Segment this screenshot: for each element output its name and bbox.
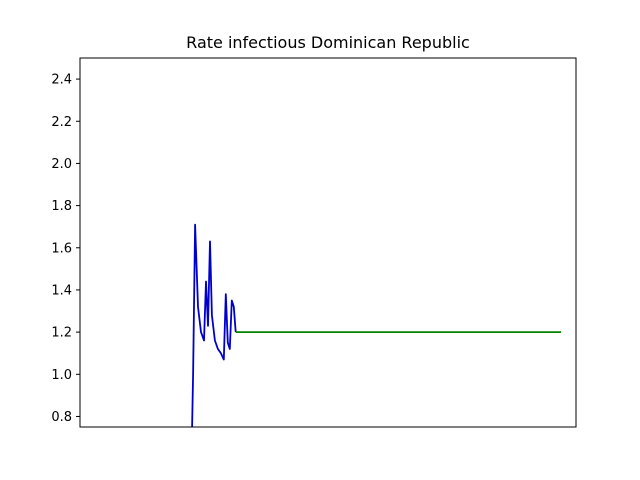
y-tick-label: 2.2 [51, 115, 72, 130]
y-tick-label: 2.4 [51, 73, 72, 88]
y-tick-label: 0.8 [51, 410, 72, 425]
y-tick-label: 1.2 [51, 326, 72, 341]
y-tick-label: 1.6 [51, 241, 72, 256]
y-tick-label: 1.0 [51, 368, 72, 383]
y-tick-label: 1.4 [51, 283, 72, 298]
y-tick-label: 1.8 [51, 199, 72, 214]
chart-title: Rate infectious Dominican Republic [186, 33, 470, 52]
plot-lines [191, 223, 562, 427]
series-line-1 [191, 223, 237, 427]
y-axis: 0.8 1.0 1.2 1.4 1.6 1.8 2.0 2.2 2.4 [51, 73, 80, 425]
y-tick-label: 2.0 [51, 157, 72, 172]
plot-area-frame [79, 57, 577, 428]
